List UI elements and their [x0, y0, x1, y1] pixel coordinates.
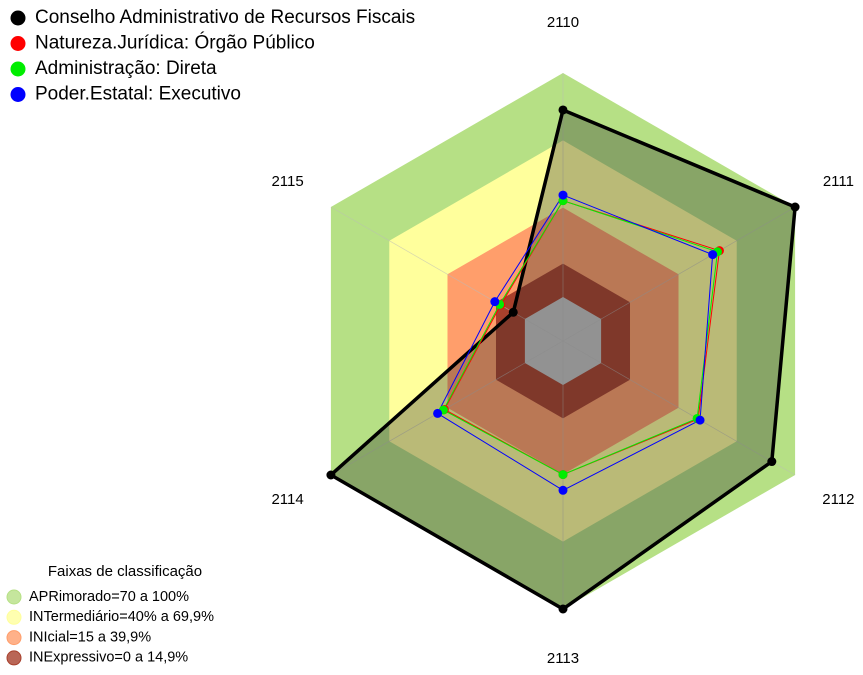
- legend-marker: [10, 36, 26, 51]
- legend-label: Poder.Estatal: Executivo: [35, 84, 241, 105]
- spoke: [330, 206, 564, 342]
- data-point: [508, 307, 518, 317]
- legend-marker: [10, 10, 26, 26]
- band-legend-label: INExpressivo=0 a 14,9%: [29, 650, 188, 666]
- data-point: [558, 190, 568, 200]
- axis-label: 2114: [271, 491, 303, 508]
- data-point: [558, 485, 568, 495]
- data-point: [767, 457, 777, 467]
- legend-label: Administração: Direta: [35, 58, 217, 79]
- data-point: [790, 202, 800, 212]
- spoke: [562, 340, 796, 476]
- axis-label: 2112: [822, 491, 854, 508]
- data-point: [490, 297, 500, 307]
- band-legend-marker: [6, 609, 22, 625]
- data-point: [708, 250, 718, 260]
- band-legend-label: INIcial=15 a 39,9%: [29, 629, 151, 645]
- band-legend-label: APRimorado=70 a 100%: [29, 589, 189, 605]
- legend-label: Conselho Administrativo de Recursos Fisc…: [35, 7, 415, 28]
- data-point: [433, 408, 443, 418]
- axis-label: 2113: [547, 650, 579, 667]
- band-legend-marker: [6, 630, 22, 646]
- data-point: [558, 470, 568, 480]
- legend-marker: [10, 61, 26, 77]
- data-point: [558, 604, 568, 614]
- legend-marker: [10, 87, 26, 102]
- spoke: [562, 206, 796, 342]
- legend-label: Natureza.Jurídica: Órgão Público: [35, 32, 315, 54]
- axis-label: 2110: [547, 14, 579, 31]
- data-point: [558, 105, 568, 115]
- axis-label: 2111: [823, 173, 854, 190]
- axis-label: 2115: [271, 173, 303, 190]
- band-legend-marker: [6, 589, 22, 605]
- band-legend-marker: [6, 650, 22, 666]
- bands-title: Faixas de classificação: [48, 563, 202, 580]
- data-point: [326, 470, 336, 480]
- data-point: [695, 415, 705, 425]
- band-legend-label: INTermediário=40% a 69,9%: [29, 609, 214, 625]
